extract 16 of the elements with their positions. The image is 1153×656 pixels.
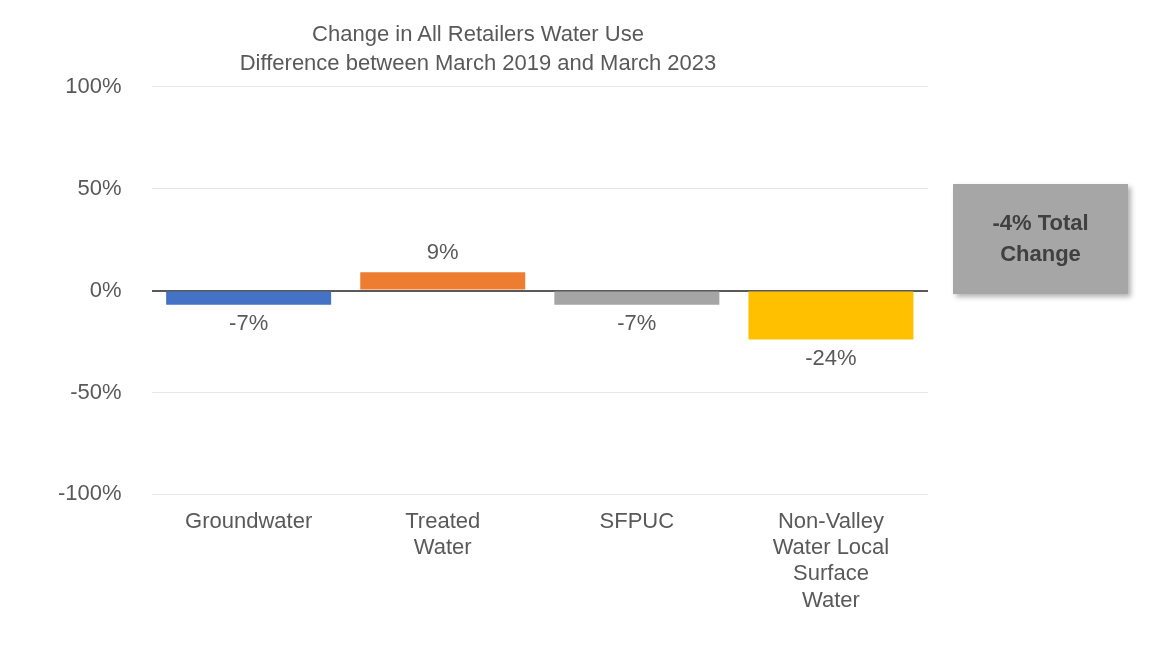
x-tick-label: Groundwater <box>185 507 313 533</box>
text: -4% Total Change <box>953 184 1128 294</box>
data-label: -7% <box>229 309 269 335</box>
y-tick-label: 100% <box>65 72 122 98</box>
x-tick-label: Non-Valley Water Local Surface Water <box>772 507 890 612</box>
data-label: -24% <box>805 344 857 370</box>
y-tick-label: 0% <box>89 276 122 302</box>
x-tick-label: Treated Water <box>405 507 481 560</box>
y-tick-label: -50% <box>70 378 122 404</box>
chart-subtitle: Difference between March 2019 and March 2023 <box>239 49 717 75</box>
chart-title: Change in All Retailers Water Use <box>312 21 644 47</box>
y-tick-label: 50% <box>77 174 122 200</box>
x-tick-label: SFPUC <box>599 507 675 533</box>
data-label: -7% <box>617 309 657 335</box>
data-label: 9% <box>426 239 459 265</box>
y-tick-label: -100% <box>58 480 122 506</box>
